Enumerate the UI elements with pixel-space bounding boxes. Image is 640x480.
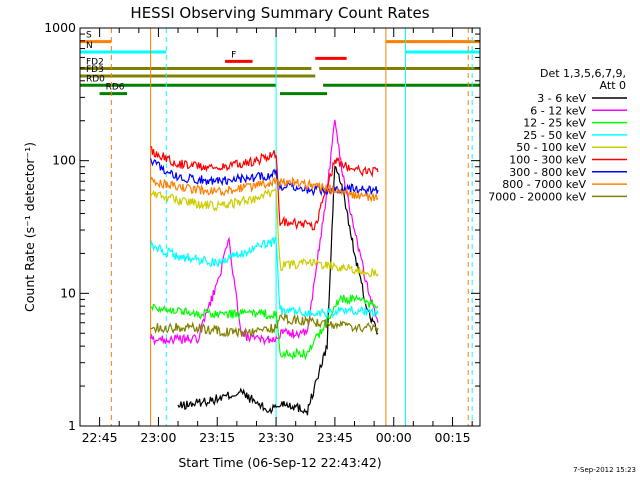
x-tick-label: 23:30 (258, 430, 294, 445)
legend-entry-label: 300 - 800 keV (509, 166, 586, 179)
legend-entry-label: 100 - 300 keV (509, 154, 586, 167)
legend-entry-label: 50 - 100 keV (516, 141, 586, 154)
x-tick-label: 23:00 (140, 430, 176, 445)
y-tick-label: 1000 (44, 20, 76, 35)
series-line (150, 158, 379, 197)
legend-entry-label: 800 - 7000 keV (502, 178, 586, 191)
legend-entry-label: 3 - 6 keV (537, 92, 586, 105)
legend-entry-label: 6 - 12 keV (530, 104, 586, 117)
series-line (150, 312, 379, 339)
series-line (150, 235, 379, 319)
legend-title: Det 1,3,5,6,7,9, (540, 67, 626, 80)
y-tick-label: 1 (68, 418, 76, 433)
x-tick-label: 23:45 (317, 430, 353, 445)
flag-bar-label: S (86, 31, 92, 41)
flag-bar-label: F (231, 50, 236, 60)
x-tick-label: 23:15 (199, 430, 235, 445)
flag-bar-label: FD3 (86, 65, 104, 75)
y-axis-label: Count Rate (s⁻¹ detector⁻¹) (22, 142, 37, 312)
legend-entry-label: 25 - 50 keV (523, 129, 586, 142)
series-line (150, 294, 379, 361)
series-line (150, 188, 379, 278)
flag-bar-label: RD6 (106, 83, 125, 93)
y-tick-label: 100 (52, 153, 76, 168)
legend-entry-label: 7000 - 20000 keV (488, 190, 586, 203)
legend-entry-label: 12 - 25 keV (523, 117, 586, 130)
x-axis: 22:45 23:00 23:15 23:30 23:45 00:00 00:15 (79, 28, 473, 445)
vertical-markers (79, 28, 473, 426)
timestamp: 7-Sep-2012 15:23 (573, 466, 636, 474)
series-line (150, 176, 379, 203)
legend-title: Att 0 (600, 79, 626, 92)
flag-bar-label: FD2 (86, 58, 104, 68)
y-tick-label: 10 (60, 285, 76, 300)
flag-bar-label: N (86, 41, 93, 51)
x-axis-label: Start Time (06-Sep-12 22:43:42) (178, 455, 381, 470)
x-tick-label: 00:15 (435, 430, 471, 445)
x-tick-label: 00:00 (376, 430, 412, 445)
flag-bar-label: RD0 (86, 74, 105, 84)
series-line (150, 145, 379, 231)
series-line (177, 165, 379, 416)
plot-frame (79, 27, 481, 427)
series-line (150, 119, 379, 347)
x-tick-label: 22:45 (82, 430, 118, 445)
data-series (150, 119, 379, 416)
y-axis: 1 10 100 1000 (44, 20, 480, 433)
chart-title: HESSI Observing Summary Count Rates (130, 4, 429, 22)
